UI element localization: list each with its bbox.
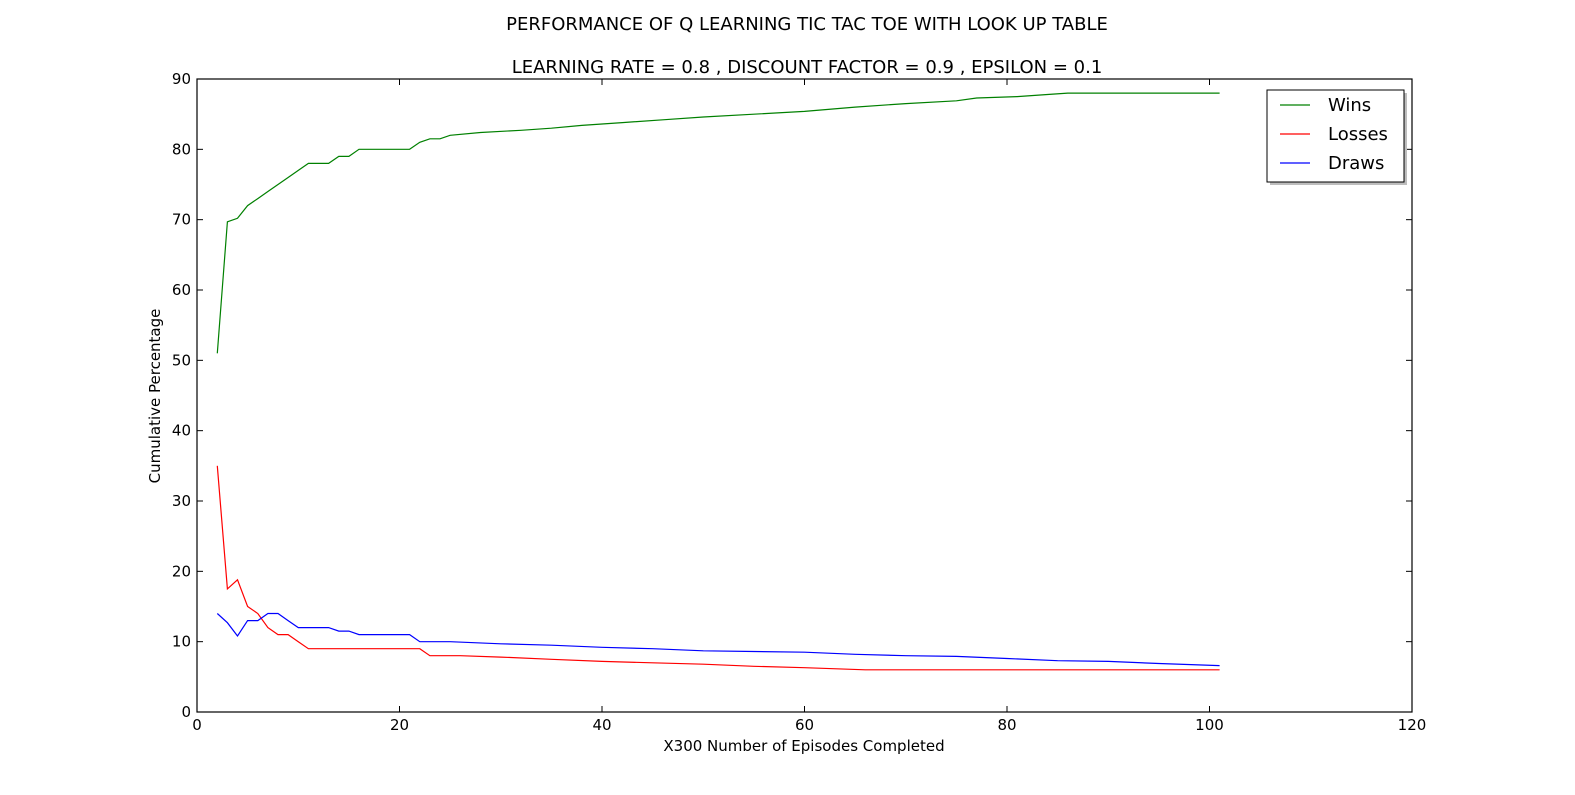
x-axis-label: X300 Number of Episodes Completed: [663, 737, 944, 755]
x-tick-label: 60: [795, 716, 814, 734]
y-tick-label: 50: [172, 351, 191, 369]
y-tick-label: 10: [172, 633, 191, 651]
legend-label-losses: Losses: [1328, 124, 1388, 145]
y-tick-label: 20: [172, 562, 191, 580]
x-tick-label: 40: [592, 716, 611, 734]
axis-ticks: [196, 78, 1413, 713]
x-tick-label: 0: [192, 716, 202, 734]
y-tick-label: 0: [181, 703, 191, 721]
y-tick-label: 80: [172, 140, 191, 158]
y-tick-label: 70: [172, 211, 191, 229]
plot-area: [196, 78, 1413, 713]
series-lines: [216, 92, 1220, 671]
axis-tick-labels: 0 20 40 60 80 100 120 0 10 20 30 40 50 60 70 80 90: [172, 70, 1426, 734]
y-tick-label: 30: [172, 492, 191, 510]
series-line-draws: [216, 612, 1220, 667]
legend: Wins Losses Draws: [1266, 89, 1407, 185]
x-tick-label: 100: [1195, 716, 1224, 734]
y-tick-label: 40: [172, 422, 191, 440]
legend-label-wins: Wins: [1328, 95, 1371, 116]
legend-label-draws: Draws: [1328, 153, 1384, 174]
x-tick-label: 120: [1398, 716, 1427, 734]
x-tick-label: 20: [390, 716, 409, 734]
y-axis-label: Cumulative Percentage: [146, 309, 164, 484]
series-line-wins: [216, 92, 1220, 354]
y-tick-label: 60: [172, 281, 191, 299]
chart-title: PERFORMANCE OF Q LEARNING TIC TAC TOE WI…: [506, 14, 1108, 35]
y-tick-label: 90: [172, 70, 191, 88]
x-tick-label: 80: [997, 716, 1016, 734]
chart-subtitle: LEARNING RATE = 0.8 , DISCOUNT FACTOR = …: [512, 57, 1103, 78]
